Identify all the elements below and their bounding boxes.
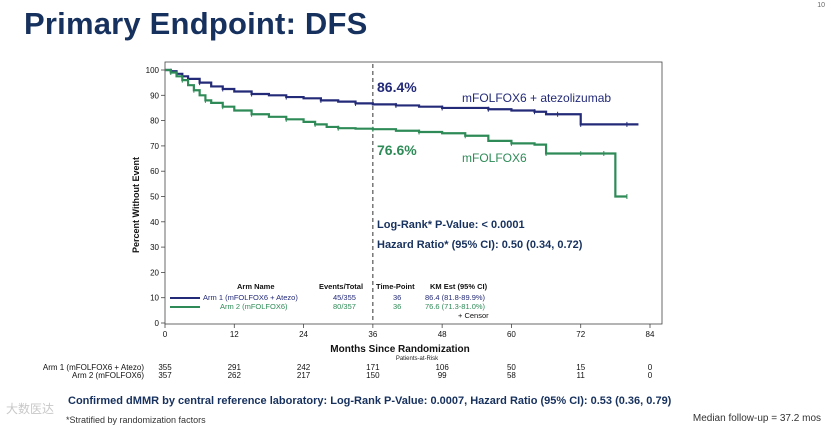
y-tick-label: 10 [150,294,159,303]
x-tick-label: 60 [507,330,516,339]
legend-header-km: KM Est (95% CI) [430,282,488,291]
y-axis: 0 10 20 30 40 50 60 70 80 90 100 [146,66,165,328]
slide-title: Primary Endpoint: DFS [24,6,368,41]
legend-censor: + Censor [458,311,489,320]
risk-value: 171 [366,363,380,372]
legend-row2-arm: Arm 2 (mFOLFOX6) [220,302,288,311]
x-tick-label: 48 [438,330,447,339]
x-axis: 0 12 24 36 48 60 72 84 [163,324,655,339]
x-tick-label: 84 [646,330,655,339]
x-tick-label: 36 [368,330,377,339]
risk-value: 11 [577,371,586,380]
arm2-rate-label: 76.6% [377,142,417,158]
y-tick-label: 100 [146,66,160,75]
arm2-curve-label: mFOLFOX6 [462,151,527,165]
legend-row1-km: 86.4 (81.8-89.9%) [425,293,486,302]
watermark: 大数医达 [6,402,55,416]
risk-value: 58 [507,371,516,380]
x-tick-label: 12 [230,330,239,339]
median-followup: Median follow-up = 37.2 mos [692,413,821,424]
y-tick-label: 80 [150,117,159,126]
dmmr-footnote: Confirmed dMMR by central reference labo… [68,395,672,407]
y-tick-label: 70 [150,142,159,151]
x-tick-label: 0 [163,330,168,339]
y-tick-label: 50 [150,193,159,202]
legend-row1-arm: Arm 1 (mFOLFOX6 + Atezo) [203,293,298,302]
x-tick-label: 24 [299,330,308,339]
legend-table: Arm Name Events/Total Time-Point KM Est … [170,282,489,320]
risk-value: 0 [648,363,653,372]
risk-value: 150 [366,371,380,380]
risk-value: 291 [228,363,242,372]
y-tick-label: 40 [150,218,159,227]
risk-value: 357 [158,371,172,380]
plot-frame [164,61,663,325]
y-tick-label: 30 [150,243,159,252]
y-tick-label: 60 [150,167,159,176]
risk-value: 50 [507,363,516,372]
km-curves [165,68,639,199]
risk-value: 99 [438,371,447,380]
risk-value: 0 [648,371,653,380]
legend-header-events: Events/Total [319,282,363,291]
risk-row2-label: Arm 2 (mFOLFOX6) [72,371,144,380]
y-tick-label: 20 [150,268,159,277]
x-tick-label: 72 [576,330,585,339]
y-tick-label: 0 [155,319,160,328]
risk-value: 15 [576,363,585,372]
legend-header-time: Time-Point [376,282,415,291]
legend-row1-events: 45/355 [333,293,356,302]
km-curve-arm2 [165,68,627,198]
logrank-stat: Log-Rank* P-Value: < 0.0001 [377,219,525,231]
risk-row1-label: Arm 1 (mFOLFOX6 + Atezo) [43,363,144,372]
risk-value: 217 [297,371,311,380]
risk-value: 242 [297,363,311,372]
legend-row2-events: 80/357 [333,302,356,311]
x-axis-label: Months Since Randomization [330,344,469,355]
y-tick-label: 90 [150,91,159,100]
stratification-note: *Stratified by randomization factors [66,415,206,425]
legend-row2-time: 36 [393,302,401,311]
arm1-curve-label: mFOLFOX6 + atezolizumab [462,91,611,105]
risk-table-heading: Patients-at-Risk [396,356,439,362]
risk-value: 355 [158,363,172,372]
legend-row2-km: 76.6 (71.3-81.0%) [425,302,486,311]
risk-value: 262 [228,371,242,380]
risk-value: 106 [435,363,449,372]
legend-header-arm: Arm Name [237,282,275,291]
hazard-stat: Hazard Ratio* (95% CI): 0.50 (0.34, 0.72… [377,239,583,251]
legend-row1-time: 36 [393,293,401,302]
page-number: 10 [817,2,825,9]
arm1-rate-label: 86.4% [377,79,417,95]
y-axis-label: Percent Without Event [131,157,141,253]
